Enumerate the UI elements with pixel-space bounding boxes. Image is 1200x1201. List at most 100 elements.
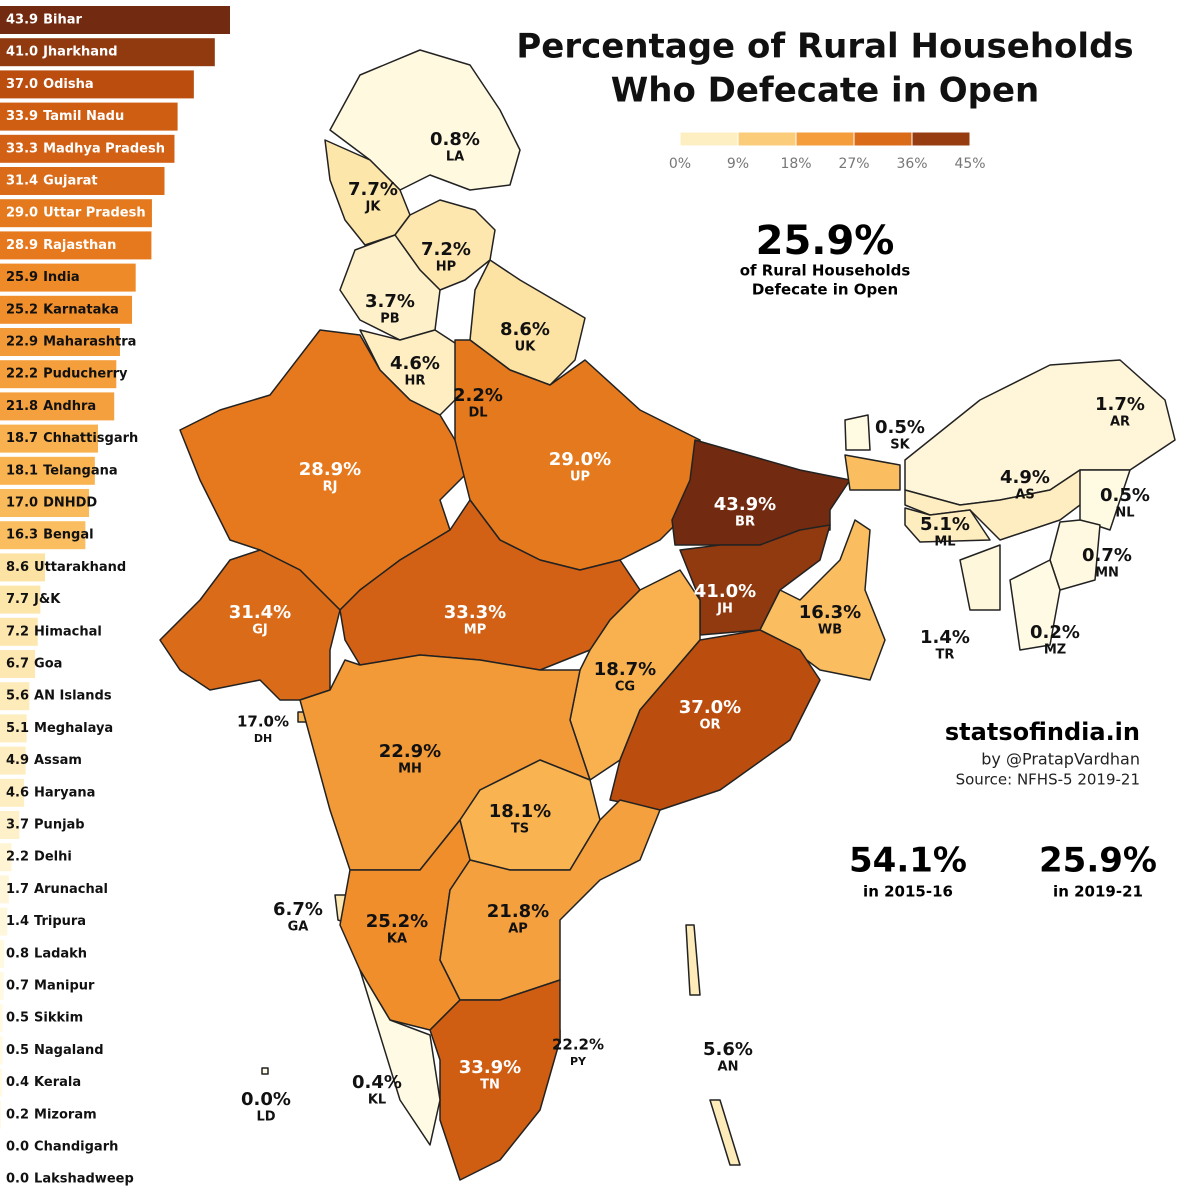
- bar-value-label: 22.2: [6, 367, 38, 382]
- bar: [0, 682, 30, 711]
- bar-category-label: Meghalaya: [34, 721, 113, 736]
- bar-category-label: Ladakh: [34, 946, 87, 961]
- bar: [0, 553, 46, 582]
- bar: [0, 263, 136, 292]
- bar-category-label: Bengal: [43, 528, 94, 543]
- region: [759, 519, 886, 681]
- region-code: PB: [380, 312, 399, 327]
- bar-value-label: 0.5: [6, 1011, 29, 1026]
- region-code: UK: [515, 340, 537, 355]
- region-code: HR: [405, 374, 426, 389]
- legend-tick-label: 18%: [780, 156, 811, 172]
- bar-category-label: India: [43, 270, 80, 285]
- legend-swatch: [853, 131, 913, 147]
- bar-value-label: 7.7: [6, 592, 29, 607]
- bar-category-label: Chhattisgarh: [43, 431, 138, 446]
- bar: [0, 360, 117, 389]
- bar: [0, 875, 9, 904]
- bar-chart: 43.9 Bihar 41.0 Jharkhand 37.0 Odisha 33.9 Tami…: [0, 6, 230, 1187]
- bar-category-label: Bihar: [43, 13, 82, 28]
- bar: [0, 392, 115, 421]
- region-code: TN: [480, 1078, 500, 1093]
- legend-tick-label: 36%: [896, 156, 927, 172]
- region-value: 28.9%: [299, 459, 361, 480]
- region-value: 0.2%: [1030, 622, 1080, 643]
- bar-category-label: Arunachal: [34, 882, 108, 897]
- bar-category-label: Maharashtra: [43, 335, 136, 350]
- bar-category-label: Odisha: [43, 77, 94, 92]
- bar-category-label: Telangana: [43, 463, 118, 478]
- bar: [0, 939, 5, 968]
- bar-value-label: 25.9: [6, 270, 38, 285]
- region-value: 0.0%: [241, 1089, 291, 1110]
- region-code: PY: [570, 1055, 587, 1068]
- bar: [0, 456, 95, 485]
- region-value: 7.2%: [421, 239, 471, 260]
- legend-swatch: [795, 131, 855, 147]
- bar-category-label: Nagaland: [34, 1043, 104, 1058]
- region-code: AP: [508, 922, 528, 937]
- region: [359, 969, 441, 1146]
- region-code: JH: [716, 602, 733, 617]
- map: 0.8%LA 7.7%JK 7.2%HP 3.7%PB 8.6%UK 4.6%HR 2.2%…: [159, 49, 1176, 1181]
- bar: [0, 231, 152, 260]
- region: [844, 414, 871, 451]
- bar-category-label: Assam: [34, 753, 82, 768]
- bar-category-label: Chandigarh: [34, 1140, 118, 1155]
- region: [904, 507, 991, 543]
- bar-value-label: 0.0: [6, 1172, 29, 1187]
- bar-value-label: 16.3: [6, 528, 38, 543]
- bar-category-label: Punjab: [34, 818, 85, 833]
- headline-text: Defecate in Open: [752, 281, 898, 299]
- region-code: BR: [735, 515, 755, 530]
- bar-category-label: Karnataka: [43, 302, 119, 317]
- bar-category-label: Delhi: [34, 850, 72, 865]
- bar-value-label: 4.6: [6, 785, 29, 800]
- region-value: 0.4%: [352, 1072, 402, 1093]
- region-code: RJ: [323, 480, 338, 495]
- region: [1009, 559, 1061, 651]
- region-code: AR: [1110, 415, 1130, 430]
- region-value: 0.7%: [1082, 545, 1132, 566]
- region: [1079, 469, 1131, 531]
- region-code: JK: [365, 200, 382, 215]
- bar: [0, 328, 120, 356]
- bar-value-label: 4.9: [6, 753, 29, 768]
- bar-category-label: Tripura: [34, 914, 86, 929]
- bar-category-label: Uttar Pradesh: [43, 206, 146, 221]
- region-code: ML: [934, 535, 955, 550]
- bar: [0, 38, 215, 67]
- region-value: 33.3%: [444, 602, 506, 623]
- region-code: AS: [1015, 488, 1034, 503]
- bar-value-label: 25.2: [6, 302, 38, 317]
- comparison-value: 25.9%: [1039, 841, 1157, 881]
- legend-swatch: [911, 131, 971, 147]
- bar: [0, 1100, 2, 1129]
- legend-tick-label: 45%: [954, 156, 985, 172]
- bar-category-label: Uttarakhand: [34, 560, 126, 575]
- bar-value-label: 0.8: [6, 946, 29, 961]
- bar: [0, 1068, 3, 1097]
- bar-category-label: Tamil Nadu: [43, 109, 124, 124]
- headline-value: 25.9%: [756, 218, 895, 264]
- credit-site: statsofindia.in: [945, 718, 1140, 746]
- legend-swatch: [737, 131, 797, 147]
- bar: [0, 617, 38, 646]
- region-value: 18.1%: [489, 801, 551, 822]
- region: [429, 979, 561, 1181]
- title-line: Who Defecate in Open: [611, 71, 1040, 111]
- title-line: Percentage of Rural Households: [516, 27, 1133, 67]
- region-value: 31.4%: [229, 602, 291, 623]
- region-code: TS: [511, 822, 529, 837]
- region-value: 22.9%: [379, 741, 441, 762]
- region-code: TR: [936, 648, 955, 663]
- region-value: 41.0%: [694, 581, 756, 602]
- bar-category-label: Madhya Pradesh: [43, 141, 165, 156]
- region-code: WB: [818, 623, 842, 638]
- region-code: NL: [1115, 506, 1134, 521]
- region-code: OR: [699, 718, 720, 733]
- bar-value-label: 7.2: [6, 624, 29, 639]
- bar-category-label: Rajasthan: [43, 238, 116, 253]
- bar-value-label: 33.9: [6, 109, 38, 124]
- bar-category-label: DNHDD: [43, 496, 97, 511]
